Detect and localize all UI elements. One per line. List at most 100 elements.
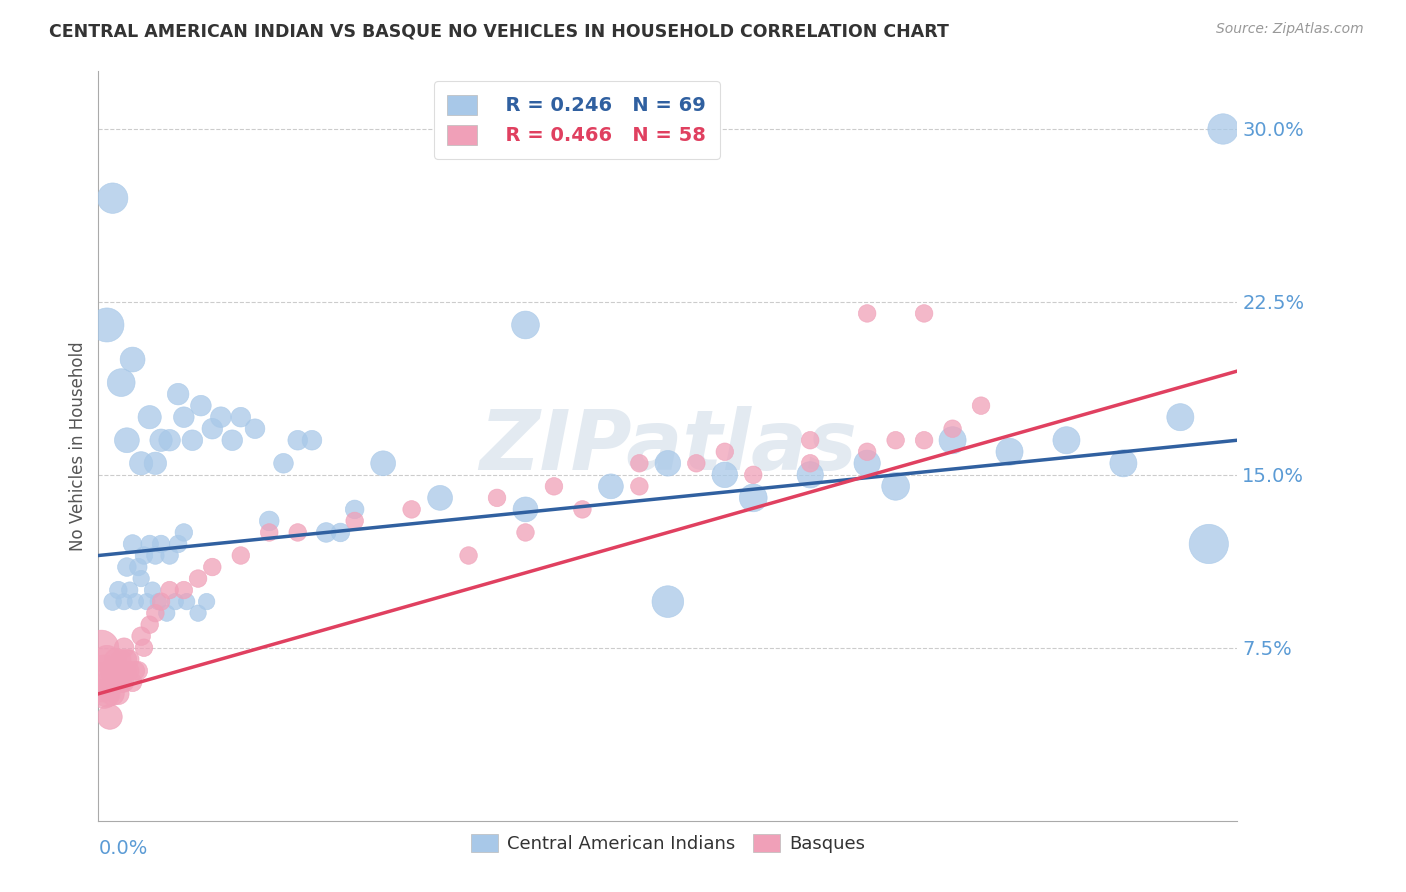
Point — [129, 456, 152, 470]
Point — [107, 664, 129, 678]
Point — [127, 664, 149, 678]
Point — [301, 434, 323, 448]
Point — [1112, 456, 1135, 470]
Point — [329, 525, 352, 540]
Point — [209, 410, 232, 425]
Point — [107, 687, 129, 701]
Point — [112, 594, 135, 608]
Point — [742, 491, 765, 505]
Point — [1198, 537, 1220, 551]
Point — [884, 434, 907, 448]
Point — [173, 410, 195, 425]
Point — [401, 502, 423, 516]
Point — [181, 434, 204, 448]
Point — [107, 583, 129, 598]
Point — [856, 444, 879, 458]
Point — [104, 652, 127, 666]
Point — [657, 456, 679, 470]
Point — [343, 514, 366, 528]
Point — [129, 572, 152, 586]
Point — [145, 456, 167, 470]
Point — [115, 664, 138, 678]
Point — [1212, 122, 1234, 136]
Point — [101, 687, 124, 701]
Point — [187, 606, 209, 620]
Point — [173, 525, 195, 540]
Point — [190, 399, 212, 413]
Point — [195, 594, 218, 608]
Point — [543, 479, 565, 493]
Point — [159, 583, 181, 598]
Point — [90, 640, 112, 655]
Point — [515, 318, 537, 332]
Point — [856, 456, 879, 470]
Point — [600, 479, 623, 493]
Point — [942, 434, 965, 448]
Point — [132, 549, 155, 563]
Point — [159, 434, 181, 448]
Point — [112, 675, 135, 690]
Point — [156, 606, 179, 620]
Point — [115, 434, 138, 448]
Point — [115, 652, 138, 666]
Point — [287, 525, 309, 540]
Point — [457, 549, 479, 563]
Point — [970, 399, 993, 413]
Point — [98, 675, 121, 690]
Point — [714, 467, 737, 482]
Point — [121, 537, 143, 551]
Point — [93, 664, 115, 678]
Point — [343, 502, 366, 516]
Point — [138, 410, 160, 425]
Text: 0.0%: 0.0% — [98, 839, 148, 858]
Point — [429, 491, 451, 505]
Point — [104, 675, 127, 690]
Point — [121, 675, 143, 690]
Point — [998, 444, 1021, 458]
Point — [127, 560, 149, 574]
Text: CENTRAL AMERICAN INDIAN VS BASQUE NO VEHICLES IN HOUSEHOLD CORRELATION CHART: CENTRAL AMERICAN INDIAN VS BASQUE NO VEH… — [49, 22, 949, 40]
Legend: Central American Indians, Basques: Central American Indians, Basques — [464, 827, 872, 860]
Point — [201, 560, 224, 574]
Point — [118, 583, 141, 598]
Point — [167, 537, 190, 551]
Point — [141, 583, 163, 598]
Point — [259, 514, 281, 528]
Point — [110, 376, 132, 390]
Point — [799, 467, 821, 482]
Point — [132, 640, 155, 655]
Text: ZIPatlas: ZIPatlas — [479, 406, 856, 486]
Point — [124, 594, 146, 608]
Point — [145, 606, 167, 620]
Point — [942, 422, 965, 436]
Point — [221, 434, 243, 448]
Point — [135, 594, 157, 608]
Point — [799, 456, 821, 470]
Point — [799, 434, 821, 448]
Point — [124, 664, 146, 678]
Point — [138, 617, 160, 632]
Point — [110, 652, 132, 666]
Point — [628, 456, 651, 470]
Point — [145, 549, 167, 563]
Point — [93, 687, 115, 701]
Text: Source: ZipAtlas.com: Source: ZipAtlas.com — [1216, 22, 1364, 37]
Point — [657, 594, 679, 608]
Point — [129, 629, 152, 643]
Point — [1170, 410, 1192, 425]
Point — [118, 664, 141, 678]
Point — [373, 456, 395, 470]
Point — [229, 549, 252, 563]
Point — [912, 306, 935, 320]
Point — [150, 594, 173, 608]
Point — [96, 687, 118, 701]
Point — [315, 525, 337, 540]
Point — [912, 434, 935, 448]
Point — [176, 594, 198, 608]
Point — [121, 352, 143, 367]
Point — [115, 560, 138, 574]
Point — [148, 594, 170, 608]
Point — [138, 537, 160, 551]
Point — [201, 422, 224, 436]
Point — [150, 537, 173, 551]
